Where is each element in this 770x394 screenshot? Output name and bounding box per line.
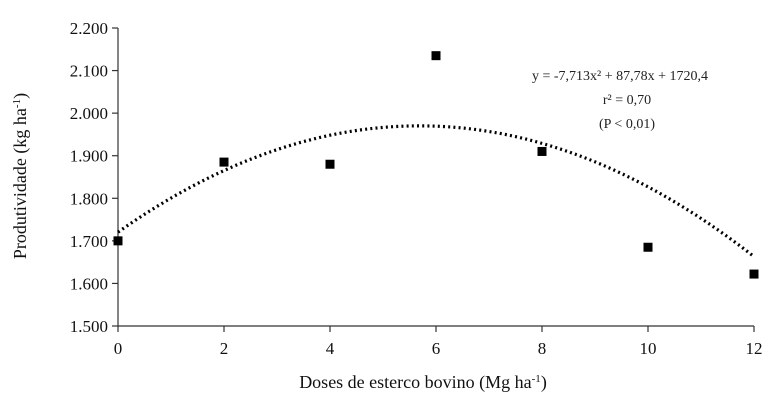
data-point bbox=[749, 269, 759, 279]
y-tick-label: 1.700 bbox=[70, 232, 108, 251]
x-tick-label: 0 bbox=[114, 339, 123, 358]
x-tick-label: 2 bbox=[220, 339, 229, 358]
x-tick-label: 12 bbox=[746, 339, 763, 358]
x-tick-label: 6 bbox=[432, 339, 441, 358]
y-axis-title: Produtividade (kg ha-1) bbox=[10, 93, 31, 259]
regression-equation: y = -7,713x² + 87,78x + 1720,4 bbox=[532, 69, 708, 84]
r-squared-label: r² = 0,70 bbox=[603, 93, 651, 108]
data-points bbox=[113, 51, 759, 279]
regression-curve bbox=[117, 124, 755, 258]
x-axis-title: Doses de esterco bovino (Mg ha-1) bbox=[299, 372, 547, 393]
y-tick-label: 1.900 bbox=[70, 147, 108, 166]
y-tick-label: 1.800 bbox=[70, 189, 108, 208]
x-tick-label: 8 bbox=[538, 339, 547, 358]
data-point bbox=[113, 236, 123, 246]
y-tick-label: 1.600 bbox=[70, 274, 108, 293]
y-tick-label: 2.200 bbox=[70, 19, 108, 38]
data-point bbox=[537, 146, 547, 156]
p-value-label: (P < 0,01) bbox=[599, 117, 655, 132]
x-tick-label: 10 bbox=[640, 339, 657, 358]
data-point bbox=[219, 157, 229, 167]
y-tick-label: 1.500 bbox=[70, 317, 108, 336]
data-point bbox=[431, 51, 441, 61]
y-tick-label: 2.000 bbox=[70, 104, 108, 123]
y-axis-ticks: 1.500 1.600 1.700 1.800 1.900 2.000 2.100 2.200 bbox=[70, 19, 118, 336]
data-point bbox=[325, 159, 335, 169]
data-point bbox=[643, 242, 653, 252]
y-tick-label: 2.100 bbox=[70, 62, 108, 81]
x-tick-label: 4 bbox=[326, 339, 335, 358]
x-axis-ticks: 0 2 4 6 8 10 12 bbox=[114, 326, 763, 358]
